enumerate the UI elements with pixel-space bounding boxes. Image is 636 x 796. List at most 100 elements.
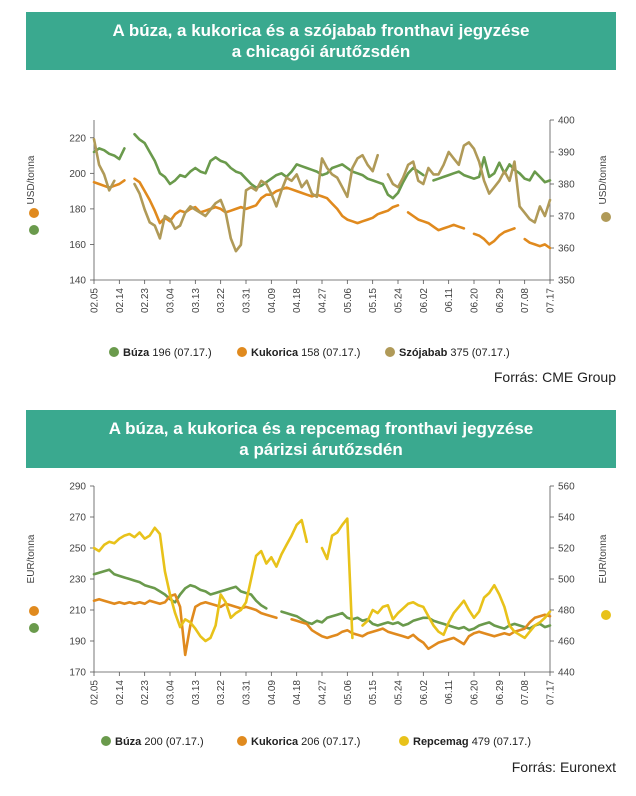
x-tick-label: 05.24 (394, 288, 405, 313)
x-tick-label: 02.23 (140, 680, 151, 705)
axis-dot-left (29, 606, 39, 616)
y-tick-label-right: 440 (558, 668, 575, 679)
series-line-repcemag (92, 517, 552, 643)
chart2-title: A búza, a kukorica és a repcemag frontha… (26, 410, 616, 468)
x-tick-label: 06.02 (419, 680, 430, 705)
x-tick-label: 06.29 (495, 680, 506, 705)
y-tick-label-right: 500 (558, 575, 575, 586)
source-note: Forrás: Euronext (512, 759, 616, 775)
chart1-title-line2: a chicagói árutőzsdén (231, 42, 411, 61)
axis-dot-left (29, 208, 39, 218)
chart1-title: A búza, a kukorica és a szójabab frontha… (26, 12, 616, 70)
x-tick-label: 03.31 (242, 680, 253, 705)
legend-series-name: Kukorica (251, 347, 299, 359)
legend-series-name: Kukorica (251, 736, 299, 748)
y-tick-label-right: 380 (558, 180, 575, 191)
x-tick-label: 05.06 (343, 288, 354, 313)
legend-marker (101, 736, 111, 746)
y-tick-label-left: 190 (69, 637, 86, 648)
x-tick-label: 05.06 (343, 680, 354, 705)
x-tick-label: 04.09 (267, 680, 278, 705)
x-tick-label: 06.11 (444, 288, 455, 313)
y-axis-title-right: USD/tonna (598, 155, 609, 204)
x-tick-label: 06.11 (444, 680, 455, 705)
x-tick-label: 03.22 (216, 288, 227, 313)
x-tick-label: 03.13 (191, 680, 202, 705)
legend-marker (237, 347, 247, 357)
y-tick-label-right: 460 (558, 637, 575, 648)
legend-series-value: 479 (07.17.) (469, 736, 531, 748)
x-tick-label: 04.09 (267, 288, 278, 313)
y-tick-label-left: 230 (69, 575, 86, 586)
series-line-búza (92, 132, 552, 200)
x-tick-label: 05.15 (368, 288, 379, 313)
x-tick-label: 03.04 (166, 288, 177, 313)
chart1-plot: 140 160 180 200 220 350 360 370 380 390 400 02.05 02… (26, 116, 616, 386)
legend-entry: Szójabab 375 (07.17.) (399, 347, 510, 359)
legend-entry: Kukorica 158 (07.17.) (251, 347, 360, 359)
y-axis-title-left: EUR/tonna (26, 534, 37, 583)
chart2-title-line2: a párizsi árutőzsdén (239, 440, 403, 459)
y-tick-label-right: 370 (558, 212, 575, 223)
y-tick-label-right: 400 (558, 116, 575, 127)
axis-dot-left (29, 225, 39, 235)
x-tick-label: 04.18 (292, 288, 303, 313)
x-tick-label: 07.08 (520, 680, 531, 705)
x-tick-label: 02.23 (140, 288, 151, 313)
y-tick-label-right: 390 (558, 148, 575, 159)
axis-dot-right (601, 610, 611, 620)
legend-series-name: Búza (123, 347, 150, 359)
y-tick-label-right: 480 (558, 606, 575, 617)
y-axis-title-right: EUR/tonna (598, 534, 609, 583)
series-line-szójabab (92, 137, 552, 253)
y-tick-label-left: 210 (69, 606, 86, 617)
chart2-title-line1: A búza, a kukorica és a repcemag frontha… (108, 419, 534, 438)
x-tick-label: 06.20 (470, 680, 481, 705)
legend-series-value: 206 (07.17.) (298, 736, 360, 748)
legend-entry: Búza 200 (07.17.) (115, 736, 204, 748)
x-tick-label: 02.05 (90, 680, 101, 705)
x-tick-label: 06.29 (495, 288, 506, 313)
legend-marker (109, 347, 119, 357)
x-tick-label: 04.18 (292, 680, 303, 705)
x-tick-label: 02.05 (90, 288, 101, 313)
axis-dot-right (601, 212, 611, 222)
y-tick-label-right: 350 (558, 276, 575, 287)
source-note: Forrás: CME Group (494, 369, 616, 385)
y-tick-label-left: 140 (69, 276, 86, 287)
x-tick-label: 07.17 (546, 680, 557, 705)
x-tick-label: 05.24 (394, 680, 405, 705)
x-tick-label: 07.08 (520, 288, 531, 313)
chart1-title-line1: A búza, a kukorica és a szójabab frontha… (112, 21, 530, 40)
legend-series-value: 196 (07.17.) (149, 347, 211, 359)
y-tick-label-left: 200 (69, 169, 86, 180)
y-tick-label-right: 520 (558, 544, 575, 555)
legend-marker (399, 736, 409, 746)
legend-series-name: Repcemag (413, 736, 469, 748)
y-tick-label-left: 170 (69, 668, 86, 679)
legend-series-value: 200 (07.17.) (141, 736, 203, 748)
legend-marker (385, 347, 395, 357)
y-tick-label-right: 540 (558, 513, 575, 524)
y-tick-label-left: 220 (69, 133, 86, 144)
x-tick-label: 03.04 (166, 680, 177, 705)
legend-entry: Repcemag 479 (07.17.) (413, 736, 531, 748)
y-tick-label-left: 270 (69, 513, 86, 524)
y-tick-label-left: 160 (69, 240, 86, 251)
legend-series-value: 375 (07.17.) (447, 347, 509, 359)
x-tick-label: 03.22 (216, 680, 227, 705)
y-tick-label-left: 290 (69, 482, 86, 493)
series-line-kukorica (92, 593, 552, 657)
y-tick-label-right: 360 (558, 244, 575, 255)
x-tick-label: 02.14 (115, 680, 126, 705)
x-tick-label: 07.17 (546, 288, 557, 313)
x-tick-label: 06.20 (470, 288, 481, 313)
legend-series-name: Szójabab (399, 347, 448, 359)
legend-entry: Búza 196 (07.17.) (123, 347, 212, 359)
y-axis-title-left: USD/tonna (26, 155, 37, 204)
legend-series-value: 158 (07.17.) (298, 347, 360, 359)
series-line-kukorica (92, 177, 552, 250)
x-tick-label: 04.27 (318, 680, 329, 705)
chart2-plot: 170 190 210 230 250 270 290 440 460 480 500 520 540 5… (26, 482, 616, 776)
legend-series-name: Búza (115, 736, 142, 748)
